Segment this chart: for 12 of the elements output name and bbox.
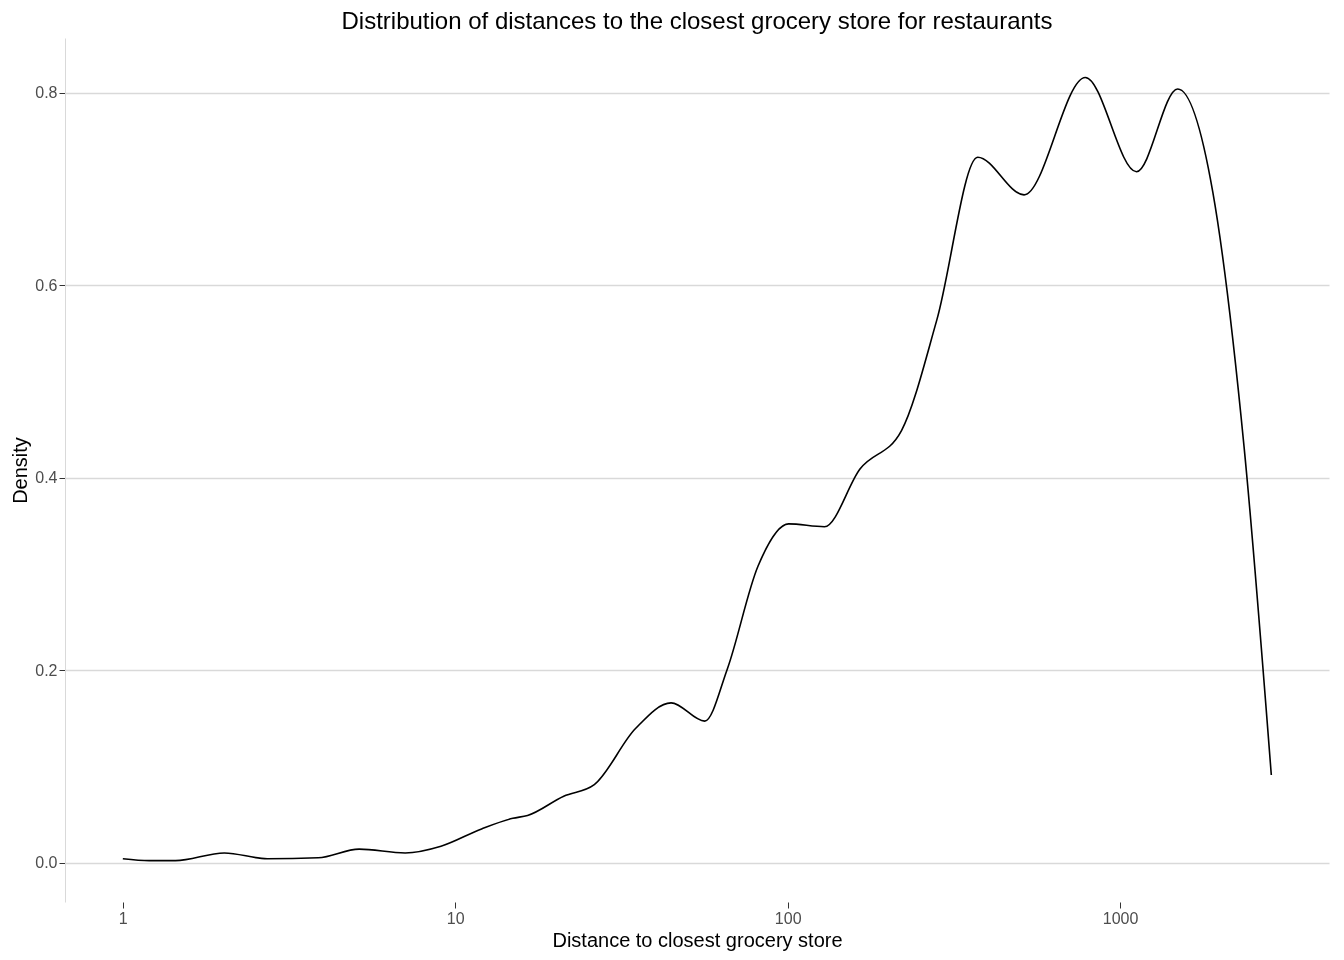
x-tick-label: 10 — [446, 909, 465, 927]
x-axis-title: Distance to closest grocery store — [552, 928, 843, 951]
chart-title: Distribution of distances to the closest grocery store for restaurants — [341, 7, 1053, 34]
y-axis-title: Density — [9, 437, 32, 504]
x-tick-label: 100 — [774, 909, 802, 927]
y-tick-label: 0.6 — [35, 276, 58, 294]
y-tick-label: 0.2 — [35, 661, 58, 679]
y-tick-label: 0.0 — [35, 854, 58, 872]
y-tick-label: 0.4 — [35, 469, 58, 487]
y-tick-label: 0.8 — [35, 84, 58, 102]
x-tick-label: 1 — [118, 909, 128, 927]
x-tick-label: 1000 — [1102, 909, 1139, 927]
